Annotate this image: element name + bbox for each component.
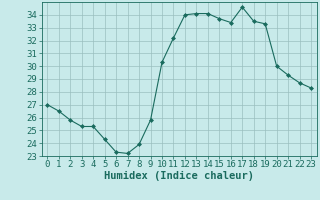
X-axis label: Humidex (Indice chaleur): Humidex (Indice chaleur) xyxy=(104,171,254,181)
